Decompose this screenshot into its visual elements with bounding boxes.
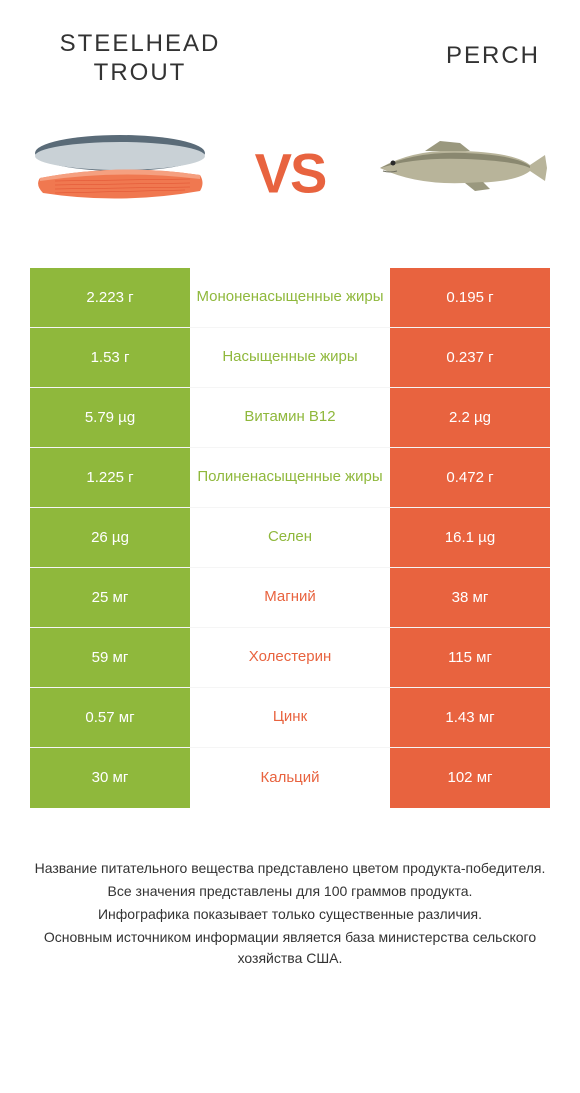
header: Steelhead trout Perch bbox=[0, 0, 580, 98]
table-row: 25 мгМагний38 мг bbox=[30, 568, 550, 628]
comparison-table: 2.223 гМононенасыщенные жиры0.195 г1.53 … bbox=[30, 268, 550, 808]
table-row: 1.225 гПолиненасыщенные жиры0.472 г bbox=[30, 448, 550, 508]
footer-line-4: Основным источником информации является … bbox=[20, 927, 560, 969]
footer-line-2: Все значения представлены для 100 граммо… bbox=[20, 881, 560, 902]
left-product-title: Steelhead trout bbox=[40, 30, 240, 88]
table-row: 0.57 мгЦинк1.43 мг bbox=[30, 688, 550, 748]
nutrient-label: Магний bbox=[190, 568, 390, 627]
right-value-cell: 115 мг bbox=[390, 628, 550, 687]
right-product-title: Perch bbox=[340, 30, 540, 88]
nutrient-label: Кальций bbox=[190, 748, 390, 808]
nutrient-label: Насыщенные жиры bbox=[190, 328, 390, 387]
right-value-cell: 2.2 µg bbox=[390, 388, 550, 447]
table-row: 30 мгКальций102 мг bbox=[30, 748, 550, 808]
table-row: 1.53 гНасыщенные жиры0.237 г bbox=[30, 328, 550, 388]
left-value-cell: 26 µg bbox=[30, 508, 190, 567]
footer-line-3: Инфографика показывает только существенн… bbox=[20, 904, 560, 925]
left-value-cell: 5.79 µg bbox=[30, 388, 190, 447]
left-value-cell: 1.225 г bbox=[30, 448, 190, 507]
table-row: 5.79 µgВитамин B122.2 µg bbox=[30, 388, 550, 448]
right-product-image bbox=[360, 118, 560, 218]
left-value-cell: 1.53 г bbox=[30, 328, 190, 387]
nutrient-label: Витамин B12 bbox=[190, 388, 390, 447]
table-row: 26 µgСелен16.1 µg bbox=[30, 508, 550, 568]
left-value-cell: 0.57 мг bbox=[30, 688, 190, 747]
nutrient-label: Мононенасыщенные жиры bbox=[190, 268, 390, 327]
right-value-cell: 16.1 µg bbox=[390, 508, 550, 567]
nutrient-label: Полиненасыщенные жиры bbox=[190, 448, 390, 507]
table-row: 59 мгХолестерин115 мг bbox=[30, 628, 550, 688]
right-value-cell: 102 мг bbox=[390, 748, 550, 808]
left-product-image bbox=[20, 118, 220, 218]
left-value-cell: 59 мг bbox=[30, 628, 190, 687]
left-value-cell: 30 мг bbox=[30, 748, 190, 808]
left-value-cell: 2.223 г bbox=[30, 268, 190, 327]
nutrient-label: Селен bbox=[190, 508, 390, 567]
left-value-cell: 25 мг bbox=[30, 568, 190, 627]
vs-label: VS bbox=[255, 140, 326, 205]
right-value-cell: 0.472 г bbox=[390, 448, 550, 507]
nutrient-label: Цинк bbox=[190, 688, 390, 747]
table-row: 2.223 гМононенасыщенные жиры0.195 г bbox=[30, 268, 550, 328]
nutrient-label: Холестерин bbox=[190, 628, 390, 687]
footer-notes: Название питательного вещества представл… bbox=[20, 858, 560, 969]
images-row: VS bbox=[0, 98, 580, 248]
right-value-cell: 0.237 г bbox=[390, 328, 550, 387]
footer-line-1: Название питательного вещества представл… bbox=[20, 858, 560, 879]
right-value-cell: 38 мг bbox=[390, 568, 550, 627]
right-value-cell: 1.43 мг bbox=[390, 688, 550, 747]
right-value-cell: 0.195 г bbox=[390, 268, 550, 327]
